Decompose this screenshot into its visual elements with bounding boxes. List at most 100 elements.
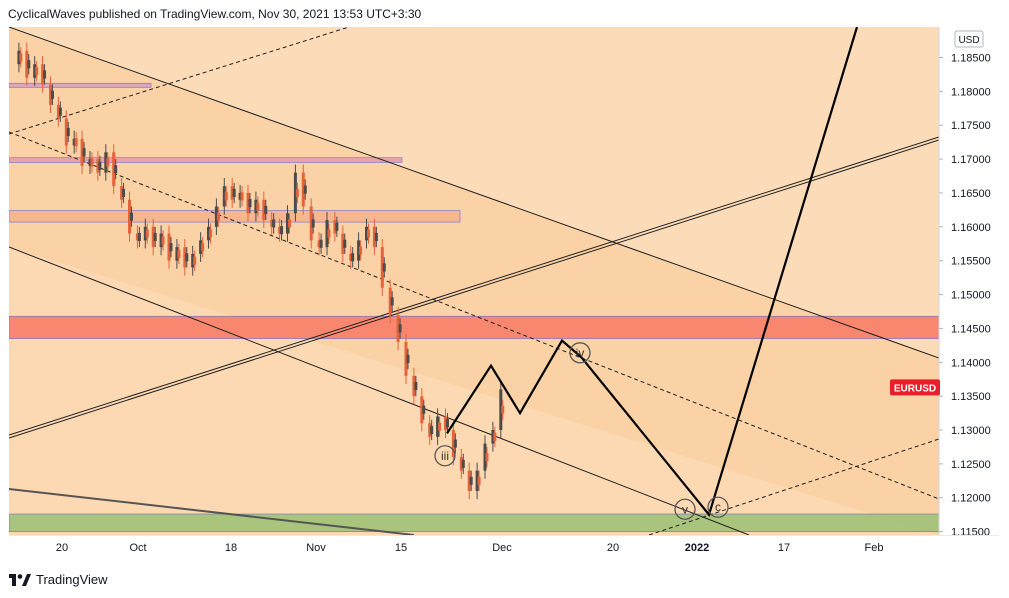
chart-svg[interactable]: iii iv v c USD 1.18500 1.18000 1.17500 1.17000… [9, 27, 999, 539]
candle-body [414, 381, 418, 391]
candle-body [420, 396, 424, 424]
candle-body [438, 422, 442, 431]
candle-body [388, 287, 392, 315]
wave-label-v: v [682, 502, 688, 516]
time-axis-svg[interactable]: 20 Oct 18 Nov 15 Dec 20 2022 17 Feb [9, 535, 999, 557]
price-chart[interactable]: iii iv v c USD 1.18500 1.18000 1.17500 1.17000… [9, 27, 999, 557]
price-tick-label: 1.13500 [951, 391, 991, 403]
time-tick-label: Feb [865, 542, 884, 554]
price-tick-label: 1.12000 [951, 493, 991, 505]
candle-body [372, 226, 376, 248]
time-tick-label: Oct [129, 542, 146, 554]
candle-body [374, 232, 378, 242]
candle-body [335, 222, 339, 231]
candle-body [436, 416, 440, 437]
upper-dashed-line [9, 27, 350, 135]
candle-body [129, 212, 133, 221]
candle-body [341, 233, 345, 254]
time-tick-label: 15 [395, 542, 407, 554]
candle-body [159, 233, 163, 248]
candle-body [278, 226, 282, 234]
candle-body [303, 185, 307, 194]
candle-body [382, 263, 386, 272]
candle-body [286, 213, 289, 234]
last-price-badge [890, 379, 940, 396]
candle-body [343, 239, 347, 248]
candle-body [461, 459, 465, 468]
candle-body [485, 453, 489, 462]
candle-body [359, 246, 363, 255]
mid-channel-dashed-line [9, 131, 939, 500]
candle-body [191, 253, 195, 268]
candle-body [43, 70, 47, 79]
time-tick-label: 17 [778, 542, 790, 554]
candle-body [120, 186, 124, 200]
candle-body [35, 66, 39, 76]
candle-body [74, 138, 78, 147]
tradingview-brand-text: TradingView [36, 572, 108, 587]
candle-body [398, 324, 402, 333]
price-tick-label: 1.18500 [951, 52, 991, 64]
candle-body [295, 188, 299, 198]
candle-body [169, 243, 173, 252]
candle-body [254, 199, 258, 214]
candle-body [311, 219, 315, 228]
currency-badge [954, 30, 984, 48]
resistance-zone-top-thin [9, 157, 403, 163]
wave-label-circle [707, 496, 729, 518]
candle-body [365, 226, 368, 241]
price-tick-label: 1.18000 [951, 86, 991, 98]
candle-body [467, 470, 471, 491]
candle-body [216, 212, 220, 221]
candle-body [319, 239, 323, 248]
wave-label-circle [674, 498, 696, 520]
candle-body [444, 416, 447, 431]
wave-label-c: c [715, 500, 721, 514]
time-tick-label: 18 [225, 542, 237, 554]
currency-label: USD [958, 35, 979, 46]
candle-body [207, 226, 210, 241]
candle-body [349, 253, 353, 261]
wave-label-circle [434, 445, 456, 467]
candle-body [475, 470, 479, 491]
candle-body [230, 186, 234, 200]
candle-body [493, 432, 497, 441]
price-tick-label: 1.17500 [951, 120, 991, 132]
candle-body [445, 419, 449, 428]
candle-body [325, 220, 329, 248]
tradingview-logo-icon [9, 573, 31, 586]
candle-body [128, 199, 131, 234]
candle-body [27, 60, 31, 69]
wave-projection-path [446, 27, 859, 517]
publisher-caption: CyclicalWaves published on TradingView.c… [8, 7, 422, 21]
time-tick-label: 20 [607, 542, 619, 554]
candle-body [66, 127, 70, 137]
price-tick-label: 1.15000 [951, 290, 991, 302]
candle-body [106, 158, 110, 167]
candle-body [459, 457, 463, 471]
candle-body [430, 425, 434, 435]
support-zone-green [9, 513, 939, 532]
candle-body [72, 138, 76, 146]
price-tick-label: 1.17000 [951, 154, 991, 166]
footer-brand[interactable]: TradingView [9, 572, 108, 587]
price-axis[interactable] [939, 27, 999, 535]
candle-body [380, 247, 384, 288]
candle-body [390, 297, 394, 306]
candle-body [143, 226, 147, 241]
candle-body [232, 188, 236, 198]
candle-body [41, 64, 45, 85]
candle-body [122, 188, 126, 198]
candle-body [19, 53, 23, 62]
candle-body [177, 249, 181, 258]
candle-body [404, 341, 408, 376]
candle-body [153, 232, 157, 242]
candle-body [357, 240, 361, 261]
candle-body [238, 192, 242, 200]
wave-label-iv: iv [576, 346, 585, 360]
price-tick-label: 1.14500 [951, 323, 991, 335]
candle-body [167, 233, 171, 261]
price-tick-label: 1.16500 [951, 188, 991, 200]
candle-body [501, 405, 505, 414]
candle-body [82, 148, 86, 157]
